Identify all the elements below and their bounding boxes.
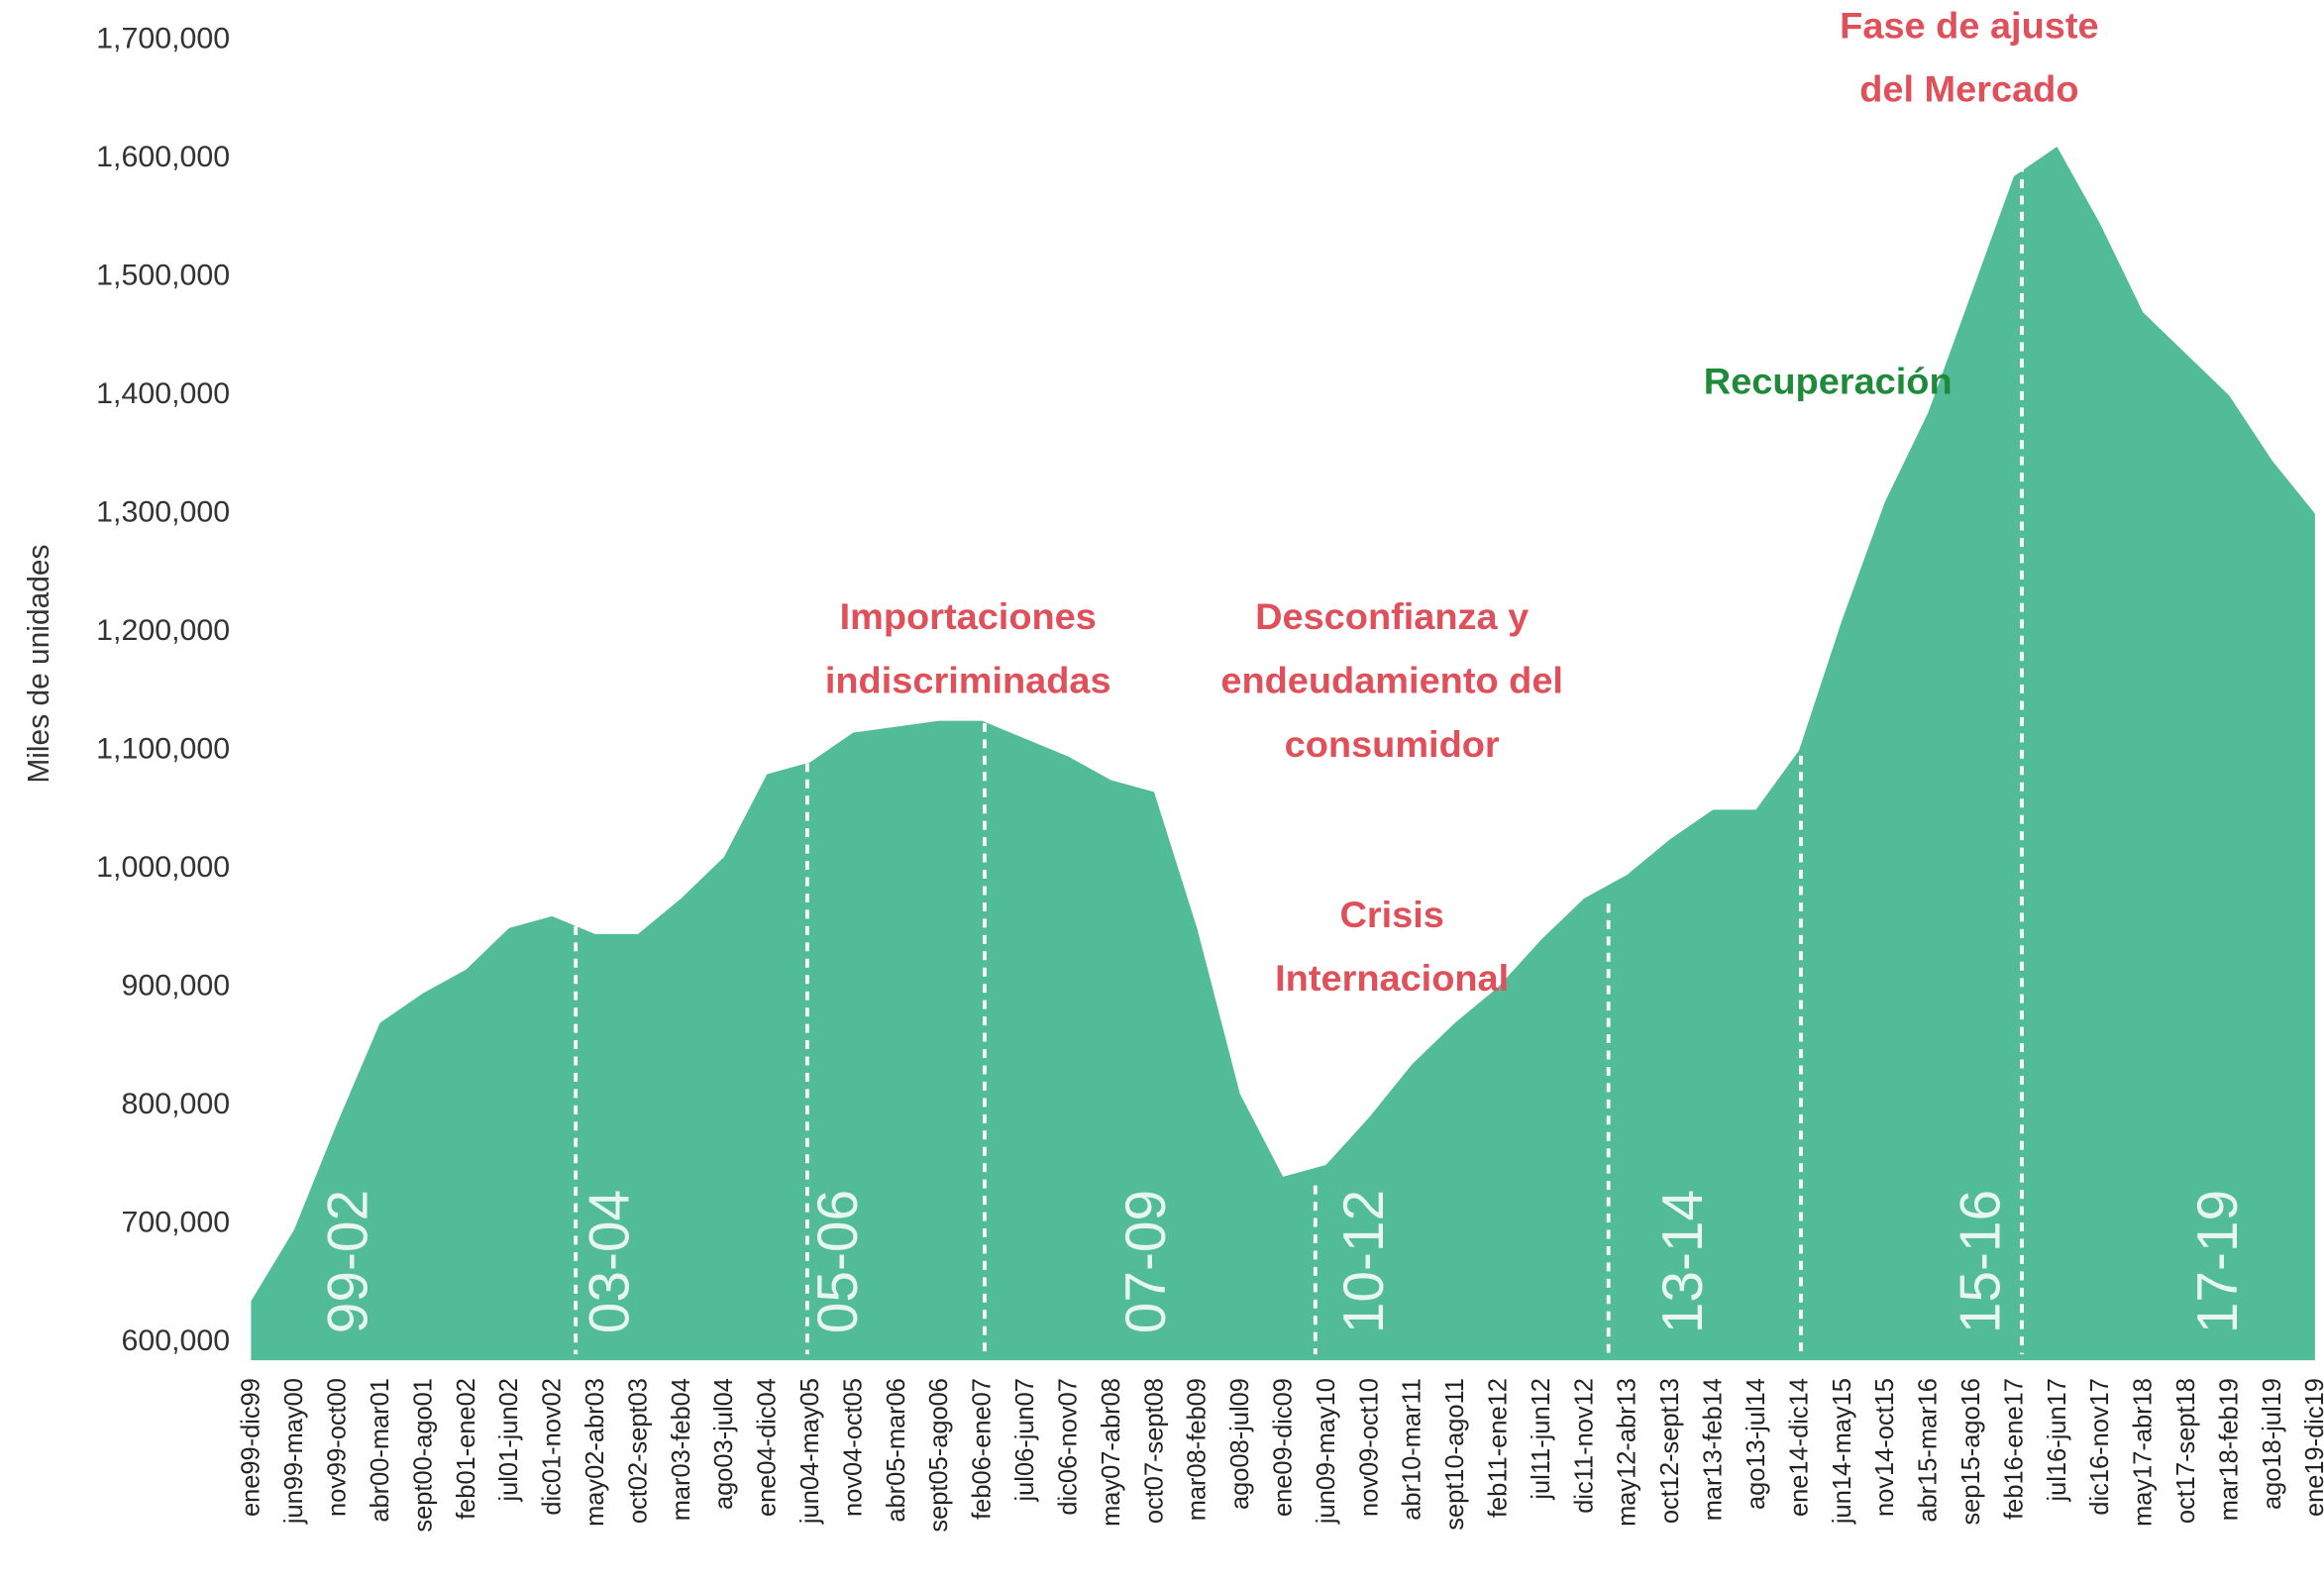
y-tick-label: 1,700,000 — [96, 22, 230, 54]
x-tick-label: abr10-mar11 — [1399, 1378, 1426, 1521]
x-tick-label: mar18-feb19 — [2215, 1378, 2243, 1521]
x-tick-label: oct12-sept13 — [1656, 1378, 1684, 1524]
period-label: 10-12 — [1332, 1190, 1396, 1333]
period-label: 03-04 — [578, 1190, 641, 1333]
x-tick-label: ago18-jul19 — [2259, 1378, 2286, 1510]
x-tick-label: ene09-dic09 — [1269, 1378, 1297, 1517]
x-tick-label: ago13-jul14 — [1743, 1378, 1770, 1510]
annotation: indiscriminadas — [825, 660, 1111, 701]
x-tick-label: may02-abr03 — [581, 1378, 609, 1527]
annotation: consumidor — [1285, 723, 1500, 765]
y-tick-label: 800,000 — [121, 1088, 230, 1120]
x-tick-label: ene19-dic19 — [2301, 1378, 2324, 1517]
y-tick-label: 700,000 — [121, 1207, 230, 1239]
annotation: Importaciones — [840, 595, 1097, 637]
area — [251, 146, 2315, 1361]
x-tick-label: abr15-mar16 — [1914, 1378, 1942, 1523]
x-tick-label: feb11-ene12 — [1484, 1378, 1512, 1518]
x-tick-label: jun09-may10 — [1313, 1378, 1340, 1525]
x-tick-label: sep15-ago16 — [1957, 1378, 1985, 1525]
x-tick-label: sept10-ago11 — [1441, 1378, 1469, 1531]
annotation: Internacional — [1275, 957, 1509, 999]
x-tick-label: jun99-may00 — [280, 1378, 308, 1525]
x-tick-label: nov04-oct05 — [839, 1378, 867, 1517]
x-tick-label: oct17-sept18 — [2172, 1378, 2200, 1524]
x-tick-label: feb01-ene02 — [453, 1378, 480, 1520]
x-tick-label: abr00-mar01 — [367, 1378, 394, 1523]
y-tick-label: 1,600,000 — [96, 141, 230, 173]
y-tick-label: 1,100,000 — [96, 733, 230, 766]
x-tick-label: mar08-feb09 — [1184, 1378, 1212, 1521]
x-tick-label: abr05-mar06 — [883, 1378, 910, 1523]
x-tick-label: feb06-ene07 — [968, 1378, 996, 1520]
x-tick-label: sept05-ago06 — [925, 1378, 953, 1533]
period-label: 99-02 — [316, 1190, 379, 1333]
x-tick-label: dic06-nov07 — [1054, 1378, 1082, 1516]
x-tick-label: dic11-nov12 — [1570, 1378, 1598, 1514]
y-axis-label: Miles de unidades — [23, 545, 55, 784]
x-tick-label: dic01-nov02 — [538, 1378, 566, 1516]
x-tick-label: nov99-oct00 — [323, 1378, 351, 1517]
x-tick-label: mar13-feb14 — [1699, 1378, 1727, 1521]
x-tick-label: jun04-may05 — [796, 1378, 824, 1525]
y-tick-label: 600,000 — [121, 1324, 230, 1357]
x-tick-label: nov09-oct10 — [1355, 1378, 1383, 1517]
x-tick-label: nov14-oct15 — [1871, 1378, 1899, 1517]
period-label: 13-14 — [1650, 1190, 1714, 1333]
x-tick-label: jun14-may15 — [1829, 1378, 1856, 1525]
x-tick-label: feb16-ene17 — [2000, 1378, 2028, 1520]
x-tick-label: jul16-jun17 — [2044, 1378, 2071, 1502]
y-tick-label: 900,000 — [121, 970, 230, 1003]
x-tick-label: oct02-sept03 — [624, 1378, 652, 1524]
y-tick-label: 1,300,000 — [96, 496, 230, 529]
y-tick-label: 1,200,000 — [96, 614, 230, 647]
x-tick-label: ago03-jul04 — [710, 1378, 738, 1510]
x-tick-label: dic16-nov17 — [2086, 1378, 2114, 1516]
period-label: 15-16 — [1949, 1190, 2012, 1333]
x-tick-label: jul01-jun02 — [495, 1378, 523, 1502]
x-tick-label: sept00-ago01 — [409, 1378, 437, 1533]
y-tick-label: 1,400,000 — [96, 377, 230, 410]
period-label: 07-09 — [1114, 1190, 1178, 1333]
x-tick-label: ene99-dic99 — [238, 1378, 265, 1517]
x-tick-label: jul11-jun12 — [1528, 1378, 1555, 1501]
annotation: Fase de ajuste — [1840, 5, 2098, 47]
period-label: 05-06 — [806, 1190, 870, 1333]
annotation: Recuperación — [1704, 361, 1953, 402]
y-tick-label: 1,500,000 — [96, 260, 230, 292]
annotation: del Mercado — [1859, 68, 2078, 110]
annotation: Desconfianza y — [1255, 595, 1529, 637]
annotation: endeudamiento del — [1220, 660, 1563, 701]
x-tick-label: ene04-dic04 — [753, 1378, 781, 1517]
x-tick-label: may17-abr18 — [2129, 1378, 2157, 1527]
x-tick-label: mar03-feb04 — [668, 1378, 695, 1521]
x-tick-label: may12-abr13 — [1614, 1378, 1641, 1527]
period-label: 17-19 — [2186, 1190, 2250, 1333]
x-tick-label: ago08-jul09 — [1226, 1378, 1254, 1510]
x-tick-label: oct07-sept08 — [1140, 1378, 1168, 1524]
annotation: Crisis — [1339, 894, 1443, 935]
x-tick-label: may07-abr08 — [1098, 1378, 1125, 1527]
x-tick-label: ene14-dic14 — [1785, 1378, 1813, 1517]
y-tick-label: 1,000,000 — [96, 851, 230, 884]
x-tick-label: jul06-jun07 — [1011, 1378, 1039, 1502]
